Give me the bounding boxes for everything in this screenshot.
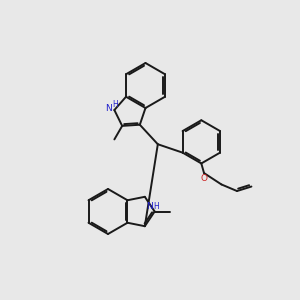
Text: N: N <box>146 202 153 211</box>
Text: H: H <box>112 100 118 109</box>
Text: H: H <box>153 202 159 211</box>
Text: N: N <box>106 104 112 113</box>
Text: O: O <box>200 174 208 183</box>
